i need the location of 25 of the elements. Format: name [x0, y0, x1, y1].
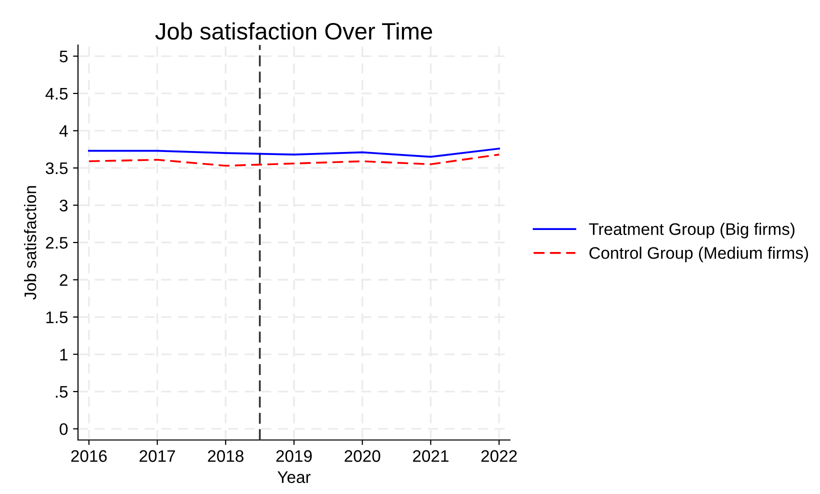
legend-label: Treatment Group (Big firms) — [589, 222, 794, 238]
y-tick-label: 4 — [59, 125, 68, 137]
y-tick-label: 4.5 — [45, 88, 68, 100]
line-series — [88, 148, 500, 158]
x-tick-label: 2020 — [344, 450, 380, 462]
y-tick-label: 2.5 — [46, 236, 68, 249]
x-tick-label: 2019 — [276, 450, 312, 462]
x-tick-label: 2016 — [71, 450, 107, 462]
y-axis-title: Job satisfaction — [24, 186, 36, 300]
y-tick-label: 0 — [60, 423, 68, 436]
y-tick-label: 1.5 — [46, 312, 68, 324]
y-tick-label: 1 — [60, 348, 68, 360]
legend-label: Control Group (Medium firms) — [589, 246, 808, 262]
y-tick-label: 3 — [60, 200, 68, 212]
x-tick-label: 2017 — [140, 450, 175, 462]
y-tick-label: 2 — [60, 274, 68, 286]
chart-title: Job satisfaction Over Time — [155, 22, 432, 40]
x-tick-label: 2021 — [413, 450, 448, 462]
y-tick-label: 3.5 — [46, 162, 68, 174]
x-tick-label: 2018 — [208, 450, 244, 462]
y-tick-label: 5 — [60, 50, 68, 62]
line-series — [88, 154, 500, 167]
x-tick-label: 2022 — [481, 450, 517, 462]
x-axis-title: Year — [278, 471, 311, 484]
y-tick-label: .5 — [56, 386, 68, 398]
